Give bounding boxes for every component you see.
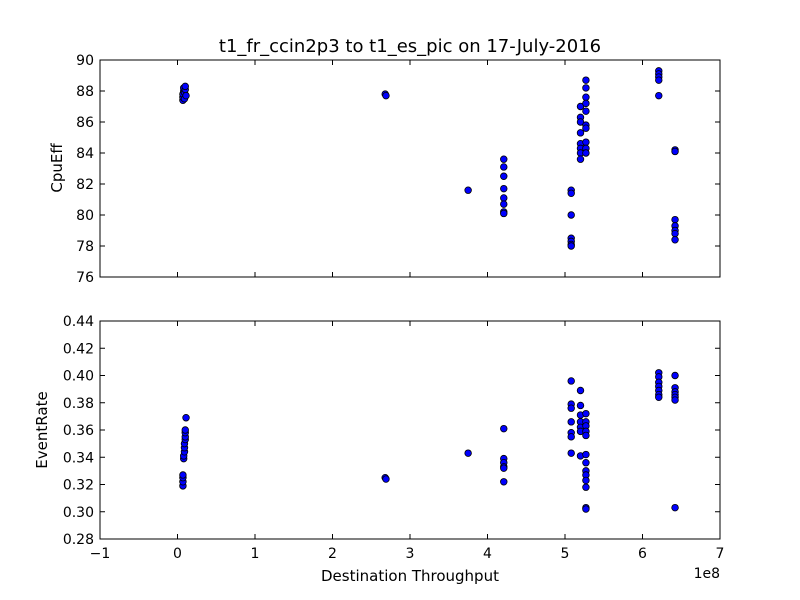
eventrate-data-point: [500, 424, 508, 433]
chart-title: t1_fr_ccin2p3 to t1_es_pic on 17-July-20…: [219, 36, 601, 57]
eventrate-data-point: [671, 371, 679, 380]
x-axis-label: Destination Throughput: [321, 567, 499, 585]
eventrate-data-point: [576, 401, 585, 410]
cpueff-data-point: [671, 147, 679, 156]
eventrate-y-tick-label: 0.36: [63, 423, 94, 439]
cpueff-data-point: [582, 84, 590, 92]
eventrate-data-point: [582, 476, 590, 485]
cpueff-data-point: [582, 76, 590, 84]
cpueff-y-tick-label: 80: [76, 208, 94, 224]
cpueff-data-point: [671, 215, 679, 224]
eventrate-data-point: [582, 483, 590, 491]
x-tick-label: 1: [251, 546, 260, 562]
eventrate-data-point: [179, 471, 187, 479]
cpueff-data-point: [582, 93, 590, 101]
eventrate-data-point: [655, 393, 663, 401]
eventrate-data-point: [500, 478, 508, 486]
x-tick-label: 2: [328, 546, 337, 562]
eventrate-points: [179, 369, 679, 513]
cpueff-points: [179, 67, 679, 250]
cpueff-data-point: [582, 138, 590, 146]
eventrate-data-point: [464, 449, 472, 457]
cpueff-data-point: [500, 200, 508, 208]
eventrate-y-axis-label: EventRate: [33, 391, 51, 468]
cpueff-data-point: [464, 186, 472, 194]
cpueff-data-point: [382, 91, 390, 100]
cpueff-data-point: [567, 189, 575, 197]
eventrate-data-point: [582, 459, 590, 467]
cpueff-data-point: [582, 149, 590, 157]
eventrate-data-point: [567, 418, 575, 426]
eventrate-data-point: [582, 505, 590, 513]
eventrate-y-tick-label: 0.30: [63, 505, 94, 521]
cpueff-data-point: [500, 172, 508, 180]
cpueff-data-point: [500, 209, 508, 218]
eventrate-y-tick-label: 0.40: [63, 369, 94, 385]
eventrate-data-point: [181, 426, 189, 434]
eventrate-data-point: [671, 503, 679, 512]
cpueff-subplot: 76 78 80 82 84 86 88 90 CpuEff: [48, 53, 721, 286]
cpueff-axes-frame: [99, 59, 721, 278]
eventrate-y-tick-label: 0.32: [63, 478, 94, 494]
eventrate-data-point: [576, 386, 585, 395]
eventrate-data-point: [182, 414, 190, 422]
cpueff-data-point: [500, 163, 508, 171]
eventrate-data-point: [382, 475, 390, 483]
cpueff-data-point: [671, 236, 679, 244]
cpueff-data-point: [582, 124, 590, 132]
eventrate-y-tick-label: 0.38: [63, 396, 94, 412]
cpueff-y-tick-label: 88: [76, 84, 94, 100]
x-tick-label: 5: [561, 546, 570, 562]
x-axis-offset-text: 1e8: [694, 566, 720, 582]
cpueff-y-tick-label: 82: [76, 177, 94, 193]
cpueff-y-tick-label: 90: [76, 53, 94, 69]
cpueff-data-point: [671, 229, 679, 238]
eventrate-data-point: [582, 450, 590, 459]
cpueff-y-tick-label: 76: [76, 270, 94, 286]
cpueff-data-point: [655, 76, 663, 84]
cpueff-data-point: [582, 99, 590, 108]
cpueff-y-axis-label: CpuEff: [48, 143, 66, 193]
x-tick-label: 6: [638, 546, 647, 562]
x-tick-label: 3: [406, 546, 415, 562]
cpueff-data-point: [576, 129, 585, 137]
eventrate-data-point: [500, 464, 508, 472]
eventrate-y-tick-label: 0.28: [63, 532, 94, 548]
cpueff-data-point: [567, 242, 575, 250]
cpueff-data-point: [576, 118, 585, 126]
eventrate-subplot: 0.28 0.30 0.32 0.34 0.36 0.38 0.40 0.42 0.44 Eve…: [33, 314, 721, 548]
cpueff-data-point: [181, 82, 189, 91]
x-tick-label: −1: [90, 546, 111, 562]
cpueff-y-tick-label: 86: [76, 115, 94, 131]
eventrate-data-point: [671, 396, 679, 404]
eventrate-data-point: [567, 404, 575, 412]
eventrate-data-point: [582, 431, 590, 440]
eventrate-y-tick-label: 0.44: [63, 314, 94, 330]
x-tick-label: 4: [483, 546, 492, 562]
eventrate-y-tick-label: 0.42: [63, 341, 94, 357]
eventrate-data-point: [567, 433, 575, 441]
cpueff-y-tick-label: 78: [76, 239, 94, 255]
cpueff-data-point: [567, 211, 575, 219]
eventrate-axes-frame: [99, 320, 721, 540]
cpueff-data-point: [500, 184, 508, 193]
eventrate-data-point: [567, 449, 575, 457]
cpueff-data-point: [582, 107, 590, 115]
x-tick-label: 7: [716, 546, 725, 562]
cpueff-data-point: [576, 102, 585, 111]
eventrate-y-tick-label: 0.34: [63, 450, 94, 466]
x-tick-label: 0: [173, 546, 182, 562]
cpueff-data-point: [576, 155, 585, 163]
cpueff-y-tick-label: 84: [76, 146, 94, 162]
eventrate-data-point: [582, 409, 590, 418]
cpueff-data-point: [655, 91, 663, 100]
cpueff-data-point: [500, 155, 508, 163]
cpueff-data-point: [500, 194, 508, 202]
x-tick-labels: −1 0 1 2 3 4 5 6 7: [90, 546, 725, 562]
eventrate-data-point: [567, 377, 575, 385]
cpueff-data-point: [182, 91, 190, 100]
